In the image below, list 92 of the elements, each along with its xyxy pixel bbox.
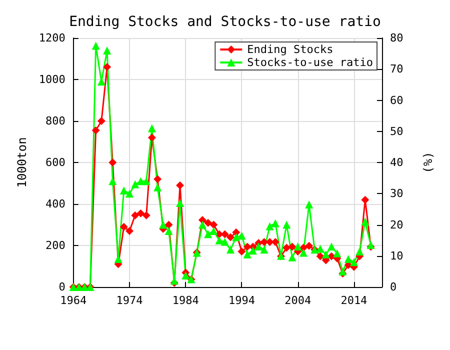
y-tick-label: 200 — [46, 239, 66, 252]
point — [108, 177, 117, 186]
chart-title: Ending Stocks and Stocks-to-use ratio — [69, 14, 381, 30]
point — [148, 124, 156, 132]
y-tick-label: 0 — [58, 280, 66, 294]
point — [226, 246, 234, 254]
y-tick-label: 800 — [46, 114, 66, 128]
x-tick-label: 2004 — [284, 294, 312, 307]
point — [182, 271, 190, 280]
x-tick-label: 1964 — [60, 294, 88, 307]
legend-label: Ending Stocks — [247, 43, 334, 56]
x-tick-label: 1974 — [116, 294, 144, 307]
point — [108, 158, 117, 166]
point — [148, 134, 156, 142]
point — [226, 233, 234, 242]
point — [204, 230, 212, 238]
legend-label: Stocks-to-use ratio — [247, 56, 374, 69]
point — [243, 250, 252, 258]
point — [316, 244, 324, 253]
point — [243, 242, 252, 251]
point — [361, 196, 370, 204]
y-tick-label: 600 — [46, 156, 66, 169]
point — [305, 242, 314, 250]
point — [282, 220, 291, 229]
point — [328, 242, 336, 251]
point — [333, 249, 342, 258]
point — [322, 250, 330, 258]
point — [266, 222, 274, 230]
point — [120, 186, 128, 195]
point — [210, 220, 218, 229]
x-tick-label: 2014 — [340, 294, 368, 307]
point — [288, 242, 296, 251]
point — [126, 190, 134, 198]
point — [164, 226, 173, 235]
y2-tick-label: 30 — [390, 187, 404, 200]
point — [356, 248, 364, 256]
point — [305, 200, 314, 209]
x-tick-label: 1984 — [172, 294, 200, 307]
point — [198, 220, 206, 229]
point — [232, 233, 240, 242]
point — [136, 177, 145, 186]
point — [344, 254, 352, 263]
point — [204, 218, 212, 227]
y2-tick-label: 70 — [390, 62, 404, 76]
y-tick-label: 400 — [46, 198, 66, 210]
point — [103, 46, 112, 54]
point — [154, 175, 162, 184]
y2-axis-title: (%) — [421, 152, 435, 174]
point — [97, 117, 106, 125]
y-tick-label: 1200 — [38, 32, 66, 44]
y-tick-label: 1000 — [38, 73, 66, 86]
point — [176, 181, 184, 190]
point — [154, 183, 162, 192]
point — [260, 246, 268, 254]
point — [92, 42, 100, 50]
point — [92, 126, 100, 134]
point — [238, 232, 246, 240]
y2-tick-label: 10 — [390, 249, 404, 262]
point — [361, 218, 370, 226]
point — [136, 209, 145, 218]
y2-tick-label: 80 — [390, 32, 404, 44]
point — [215, 236, 224, 244]
y2-tick-label: 0 — [390, 280, 397, 294]
point — [238, 248, 246, 256]
point — [164, 220, 173, 229]
point — [294, 242, 302, 251]
point — [159, 220, 168, 229]
point — [248, 246, 257, 255]
point — [142, 177, 150, 186]
point — [131, 180, 140, 188]
y2-tick-label: 20 — [390, 218, 404, 232]
x-tick-label: 1994 — [228, 294, 256, 307]
point — [338, 267, 347, 276]
point — [254, 242, 263, 251]
y2-tick-label: 50 — [390, 124, 404, 138]
point — [103, 63, 112, 72]
point — [210, 226, 218, 235]
point — [271, 219, 280, 228]
y2-tick-label: 60 — [390, 94, 404, 107]
point — [176, 198, 184, 207]
point — [299, 248, 308, 257]
point — [120, 222, 128, 231]
point — [131, 211, 140, 220]
point — [142, 211, 150, 220]
point — [350, 258, 358, 266]
y2-tick-label: 40 — [390, 156, 404, 169]
point — [266, 238, 274, 246]
y-axis-title: 1000ton — [15, 137, 29, 188]
point — [288, 253, 296, 262]
point — [126, 226, 134, 235]
point — [220, 238, 229, 246]
point — [282, 244, 291, 252]
